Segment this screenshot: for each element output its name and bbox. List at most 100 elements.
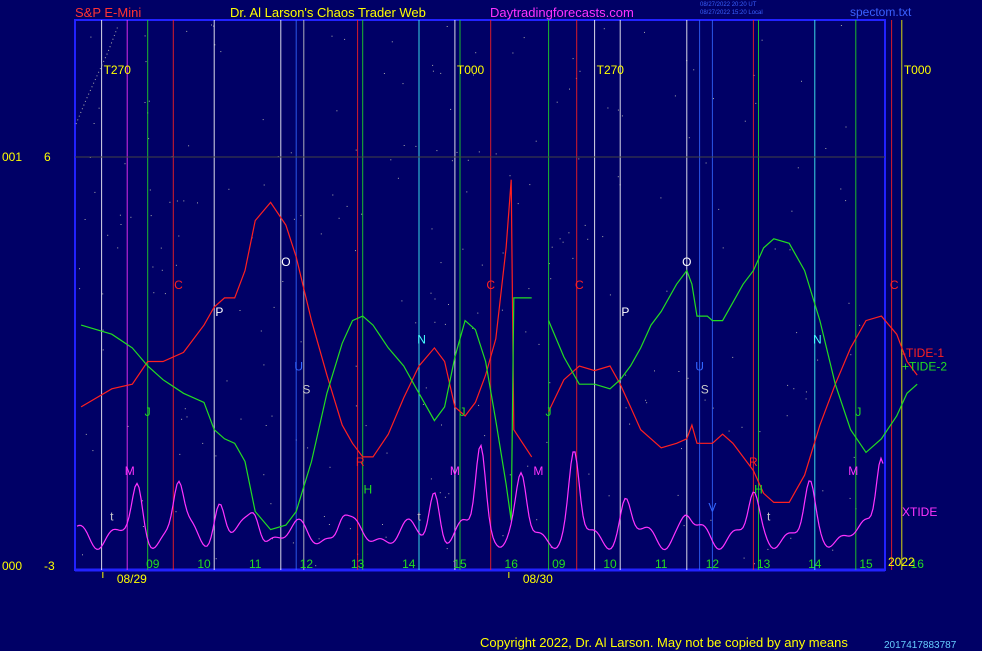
star-dot: [629, 423, 631, 425]
star-dot: [517, 203, 519, 205]
star-dot: [307, 447, 309, 449]
star-dot: [550, 546, 552, 548]
event-marker-M: M: [125, 464, 135, 478]
star-dot: [431, 228, 433, 230]
star-dot: [211, 24, 212, 26]
star-dot: [102, 293, 104, 295]
star-dot: [853, 456, 855, 458]
event-marker-H: H: [754, 482, 763, 496]
star-dot: [263, 474, 265, 476]
star-dot: [609, 294, 611, 296]
star-dot: [621, 115, 623, 117]
star-dot: [401, 300, 403, 302]
star-dot: [440, 72, 442, 74]
event-marker-V: V: [708, 500, 716, 514]
star-dot: [79, 268, 80, 270]
star-dot: [791, 210, 793, 212]
star-dot: [681, 448, 682, 450]
star-dot: [432, 64, 434, 66]
star-dot: [448, 304, 449, 305]
event-marker-M: M: [533, 464, 543, 478]
star-dot: [523, 37, 525, 39]
star-dot: [825, 148, 827, 149]
star-dot: [148, 138, 150, 140]
date-label: 08/30: [523, 572, 553, 586]
star-dot: [475, 52, 477, 54]
star-dot: [432, 70, 434, 72]
x-tick-label: 15: [453, 557, 467, 571]
star-dot: [444, 496, 446, 498]
star-dot: [556, 101, 558, 103]
event-marker-N: N: [813, 332, 822, 346]
star-dot: [144, 35, 146, 37]
star-dot: [568, 232, 570, 234]
y-tick-label: 6: [44, 150, 51, 164]
star-dot: [440, 262, 442, 264]
event-marker-U: U: [695, 360, 704, 374]
star-dot: [529, 184, 531, 186]
star-dot: [687, 377, 689, 379]
star-dot: [439, 492, 441, 494]
star-dot: [754, 563, 755, 565]
copyright-notice: Copyright 2022, Dr. Al Larson. May not b…: [480, 635, 848, 650]
star-dot: [263, 184, 265, 186]
event-marker-O: O: [281, 255, 290, 269]
star-dot: [718, 208, 720, 210]
star-dot: [107, 234, 109, 236]
star-dot: [355, 149, 357, 151]
star-dot: [551, 246, 553, 248]
x-tick-label: 12: [706, 557, 720, 571]
x-tick-label: 12: [300, 557, 314, 571]
star-dot: [495, 153, 497, 155]
x-tick-label: 10: [197, 557, 211, 571]
star-dot: [817, 359, 819, 361]
star-dot: [391, 41, 393, 43]
x-tick-label: 16: [505, 557, 519, 571]
star-dot: [448, 493, 450, 495]
star-dot: [481, 264, 483, 266]
star-dot: [84, 219, 86, 220]
star-dot: [688, 137, 690, 139]
star-dot: [150, 560, 152, 562]
star-dot: [262, 119, 264, 121]
y-axis-prefix: 001: [2, 150, 22, 164]
star-dot: [164, 293, 166, 295]
star-dot: [666, 290, 668, 292]
star-dot: [704, 399, 706, 401]
series-line-+TIDE-2: [80, 297, 532, 531]
star-dot: [786, 415, 788, 417]
star-dot: [509, 474, 511, 476]
star-dot: [525, 331, 527, 333]
star-dot: [98, 107, 100, 109]
star-dot: [82, 554, 83, 556]
star-dot: [579, 70, 581, 72]
star-dot: [602, 236, 604, 238]
star-dot: [478, 151, 480, 153]
star-dot: [415, 145, 417, 147]
star-dot: [572, 257, 574, 259]
file-name: spectom.txt: [850, 5, 912, 19]
star-dot: [422, 403, 424, 405]
star-dot: [546, 441, 548, 443]
chart-title: Dr. Al Larson's Chaos Trader Web: [230, 5, 426, 20]
star-dot: [712, 407, 714, 409]
site-link[interactable]: Daytradingforecasts.com: [490, 5, 634, 20]
star-dot: [355, 365, 357, 367]
series-line--TIDE-1: [80, 179, 533, 458]
x-tick-label: 09: [552, 557, 566, 571]
legend--TIDE-1: -TIDE-1: [902, 346, 944, 360]
star-dot: [456, 151, 458, 153]
star-dot: [850, 354, 852, 356]
star-dot: [588, 473, 590, 475]
star-dot: [183, 200, 185, 202]
y-tick-label: -3: [44, 559, 55, 573]
star-dot: [446, 26, 448, 27]
star-dot: [293, 218, 295, 220]
star-dot: [549, 382, 551, 384]
star-dot: [509, 175, 511, 177]
star-dot: [320, 233, 322, 235]
star-dot: [845, 126, 847, 128]
planet-transit-label: T270: [104, 63, 132, 77]
star-dot: [202, 442, 204, 444]
star-dot: [186, 416, 188, 418]
